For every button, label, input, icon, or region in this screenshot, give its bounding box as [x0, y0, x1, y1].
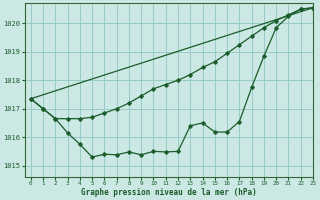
X-axis label: Graphe pression niveau de la mer (hPa): Graphe pression niveau de la mer (hPa) [81, 188, 257, 197]
